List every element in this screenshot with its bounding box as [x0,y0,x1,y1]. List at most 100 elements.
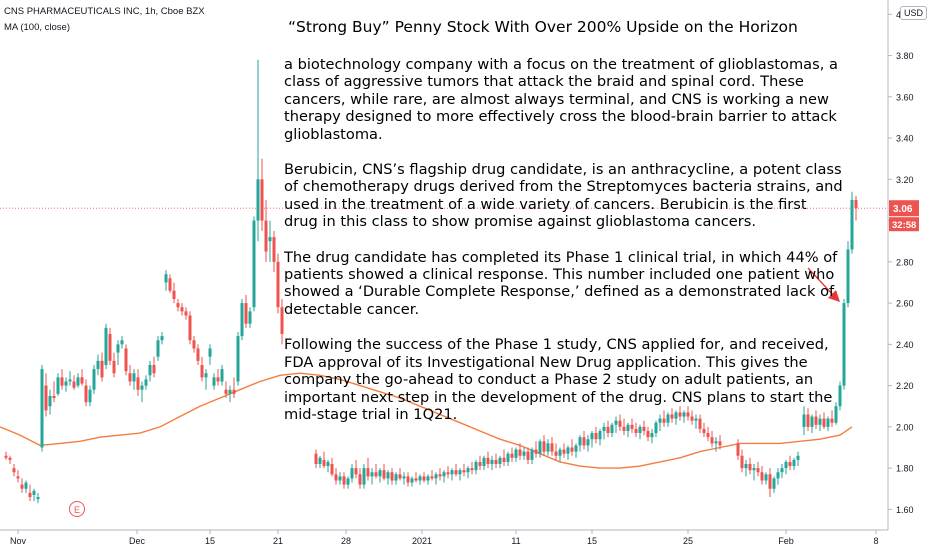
candle [140,381,144,403]
candle-body [164,274,168,283]
x-tick-label: 15 [205,536,215,546]
candle-body [422,476,426,481]
candle-body [752,468,756,471]
candle [768,468,772,497]
candle [694,414,698,429]
candle-body [682,412,686,417]
candle [510,447,514,462]
candle-body [482,457,486,467]
candle [718,435,722,450]
candle-body [642,426,646,431]
candle [458,468,462,481]
candle-body [216,377,220,382]
x-tick-label: Nov [10,536,27,546]
candle-body [788,461,792,467]
candle [148,360,152,382]
candle-body [792,459,796,467]
candle-body [80,377,84,384]
currency-badge[interactable]: USD [900,6,928,20]
candle-body [470,468,474,471]
candle-body [694,418,698,421]
candle [276,253,280,314]
candle-body [176,303,180,308]
candle [810,414,814,434]
candle-body [658,418,662,423]
candle [502,449,506,467]
candle [618,414,622,431]
candle-body [342,476,346,485]
y-axis[interactable]: 4.003.803.603.403.203.002.802.602.402.20… [887,0,914,530]
candle [124,344,128,376]
candle-body [522,451,526,456]
candle [690,410,694,425]
candle-body [20,484,24,489]
candle-body [506,453,510,462]
candle [188,311,192,345]
candle [8,455,12,464]
candle [698,414,702,434]
candle [550,437,554,456]
candle [756,461,760,477]
candle-body [264,220,268,252]
candle-body [196,348,200,361]
candle-body [16,476,20,479]
candle-body [478,461,482,467]
candle [280,298,284,345]
candle-body [674,412,678,419]
x-axis[interactable]: Nov Dec 15 21 28 2021 11 15 25 Feb 8 [0,529,888,546]
moving-average-layer [0,372,853,469]
candle-body [394,474,398,481]
candle [96,354,100,376]
candle-body [494,459,498,464]
candle [506,451,510,467]
candle-body [854,199,858,209]
candle [244,294,248,328]
candle [514,447,518,462]
candles-layer [4,59,858,504]
candle-body [654,422,658,434]
symbol-header[interactable]: CNS PHARMACEUTICALS INC, 1h, Cboe BZX [4,6,205,17]
candle-body [526,451,530,460]
candle [744,459,748,477]
candle [378,468,382,483]
candle-body [370,472,374,477]
candle-body [736,443,740,456]
candle [714,437,718,452]
candle [678,406,682,421]
candle-body [120,340,124,345]
candle-body [650,433,654,438]
candle-body [248,311,252,324]
candle [606,420,610,438]
candle-body [806,414,810,427]
candle [842,298,846,390]
candle [740,449,744,473]
candle-body [740,455,744,469]
candle [160,331,164,345]
candle-body [116,344,120,353]
candle [48,389,52,415]
annotation-arrow-head [828,290,840,302]
candle-body [550,443,554,452]
candle-body [590,433,594,440]
candle-body [622,426,626,431]
candle-body [272,237,276,262]
candle-body [502,457,506,462]
candle [326,459,330,473]
candle [72,375,76,390]
candle-body [450,470,454,475]
candle [626,422,630,438]
candle [570,439,574,456]
candle [674,410,678,425]
candle [334,468,338,485]
candle [558,447,562,462]
candle [52,381,56,403]
candle-body [598,430,602,440]
candle-body [256,179,260,221]
candle-body [56,377,60,394]
y-tick-label: 2.00 [896,422,914,432]
candle-body [594,433,598,440]
ma-legend[interactable]: MA (100, close) [4,22,70,33]
candle [610,422,614,438]
candle [710,430,714,448]
